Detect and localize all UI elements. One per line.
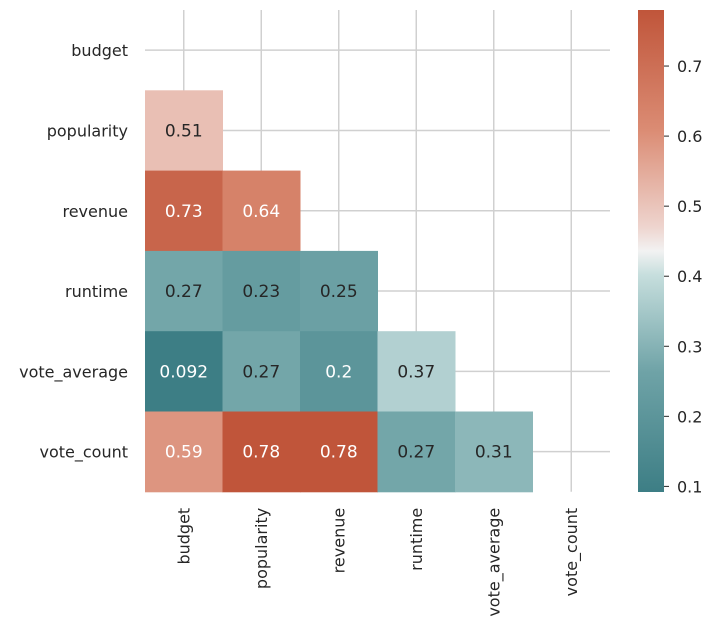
heatmap-cell <box>377 331 456 412</box>
heatmap-cell <box>145 411 223 493</box>
cell-value-label: 0.25 <box>320 282 358 302</box>
cell-value-label: 0.64 <box>242 202 280 222</box>
y-tick-label: popularity <box>47 121 128 140</box>
x-tick-labels: budget popularity revenue runtime vote_avera… <box>175 508 583 617</box>
heatmap-cell <box>145 331 223 412</box>
heatmap-cell <box>377 411 456 493</box>
cell-value-label: 0.27 <box>397 443 435 463</box>
y-tick-labels: budget popularity revenue runtime vote_avera… <box>19 41 128 463</box>
colorbar-tick-label: 0.3 <box>677 337 702 356</box>
cell-value-label: 0.23 <box>242 282 280 302</box>
heatmap-cell <box>145 170 223 252</box>
cell-value-label: 0.59 <box>165 443 203 463</box>
cell-value-label: 0.27 <box>165 282 203 302</box>
heatmap-cell <box>145 250 223 332</box>
heatmap-cell <box>222 331 301 412</box>
cell-value-label: 0.78 <box>320 443 358 463</box>
heatmap-cells: 0.51 0.73 0.64 0.27 0.23 0.25 0.092 0.27 0.2 0.37… <box>145 90 533 493</box>
heatmap-cell <box>222 170 301 252</box>
heatmap-cell <box>145 90 223 172</box>
colorbar-tick-label: 0.2 <box>677 407 702 426</box>
colorbar-tick-label: 0.1 <box>677 477 702 496</box>
y-tick-label: runtime <box>65 282 128 301</box>
heatmap-cell <box>300 250 378 332</box>
cell-value-label: 0.2 <box>325 362 352 382</box>
x-tick-label: runtime <box>407 508 426 571</box>
colorbar-tick-label: 0.5 <box>677 197 702 216</box>
colorbar: 0.1 0.2 0.3 0.4 0.5 0.6 0.7 <box>638 10 702 496</box>
cell-value-label: 0.37 <box>397 362 435 382</box>
cell-value-label: 0.73 <box>165 202 203 222</box>
heatmap-cell <box>455 411 533 493</box>
cell-value-label: 0.51 <box>165 121 203 141</box>
heatmap-cell <box>222 250 301 332</box>
x-tick-label: vote_average <box>485 508 505 617</box>
y-tick-label: vote_average <box>19 362 128 382</box>
x-tick-label: budget <box>175 508 194 565</box>
y-tick-label: revenue <box>62 202 128 221</box>
cell-value-label: 0.27 <box>242 362 280 382</box>
colorbar-gradient <box>638 10 664 492</box>
x-tick-label: popularity <box>252 508 271 589</box>
colorbar-tick-label: 0.4 <box>677 267 702 286</box>
colorbar-tick-label: 0.7 <box>677 57 702 76</box>
cell-value-label: 0.31 <box>475 443 513 463</box>
x-tick-label: revenue <box>330 508 349 574</box>
cell-value-label: 0.78 <box>242 443 280 463</box>
heatmap-cell <box>300 411 378 493</box>
x-tick-label: vote_count <box>562 508 582 597</box>
cell-value-label: 0.092 <box>159 362 208 382</box>
heatmap-cell <box>222 411 301 493</box>
y-tick-label: budget <box>71 41 128 60</box>
y-tick-label: vote_count <box>39 443 128 463</box>
colorbar-tick-label: 0.6 <box>677 127 702 146</box>
heatmap-cell <box>300 331 378 412</box>
